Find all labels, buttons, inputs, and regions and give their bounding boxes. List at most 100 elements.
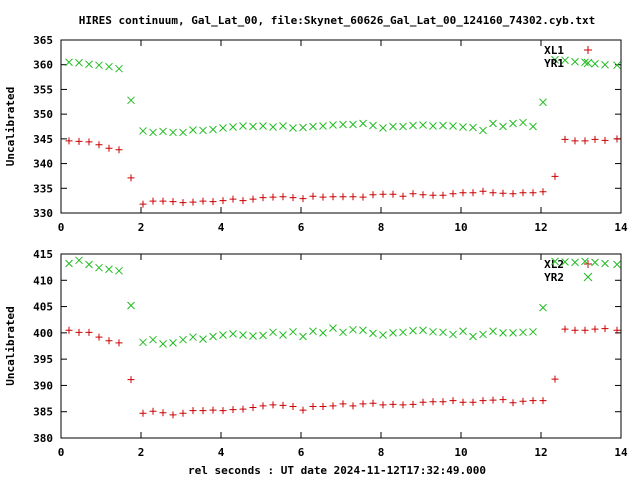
data-point [269, 328, 277, 337]
x-tick-label: 14 [614, 221, 628, 234]
y-tick-label: 380 [33, 432, 53, 445]
data-point [239, 331, 247, 339]
data-point [551, 257, 559, 266]
chart-panel-top: 0 2 4 6 8 10 12 14 330 335 340 345 350 355 360 365 Uncal… [4, 34, 628, 234]
data-point [329, 121, 337, 129]
data-point [561, 325, 569, 333]
data-point [519, 328, 527, 337]
data-point [85, 328, 93, 336]
data-point [519, 118, 527, 127]
data-point [369, 191, 377, 199]
data-point [359, 193, 367, 201]
data-point [571, 137, 579, 145]
data-point [489, 119, 497, 128]
data-point [299, 123, 307, 132]
data-point [409, 326, 417, 335]
data-point [159, 127, 167, 136]
data-point [105, 265, 113, 274]
y-axis-label: Uncalibrated [4, 87, 17, 166]
data-point [199, 407, 207, 415]
y-tick-label: 365 [33, 34, 53, 47]
data-point [149, 335, 157, 344]
data-point [439, 121, 447, 130]
data-point [561, 135, 569, 143]
x-tick-label: 12 [534, 446, 547, 459]
data-point [419, 326, 427, 335]
x-tick-label: 8 [378, 221, 385, 234]
legend-label: YR1 [544, 57, 564, 70]
data-point [149, 197, 157, 205]
data-point [469, 189, 477, 197]
data-point [399, 401, 407, 409]
data-point [499, 122, 507, 131]
y-tick-label: 415 [33, 248, 53, 261]
data-point [219, 407, 227, 415]
data-point [259, 194, 267, 202]
data-point [479, 330, 487, 339]
x-tick-label: 8 [378, 446, 385, 459]
data-point [289, 402, 297, 410]
data-point [359, 326, 367, 335]
data-point [127, 376, 135, 384]
data-point [279, 193, 287, 201]
series-xl1 [65, 135, 621, 208]
data-point [239, 122, 247, 130]
data-point [169, 128, 177, 137]
data-point [319, 329, 327, 337]
data-point [219, 197, 227, 205]
data-point [85, 260, 93, 269]
data-point [229, 195, 237, 203]
data-point [169, 198, 177, 206]
data-point [349, 325, 357, 334]
data-point [429, 122, 437, 130]
data-point [139, 409, 147, 417]
data-point [299, 332, 307, 341]
data-point [95, 61, 103, 70]
data-point [429, 327, 437, 336]
data-point [105, 62, 113, 71]
data-point [189, 407, 197, 415]
data-point [479, 397, 487, 405]
data-point [399, 122, 407, 131]
data-point [179, 409, 187, 417]
data-point [551, 172, 559, 180]
data-point [229, 123, 237, 131]
data-point [581, 257, 589, 266]
data-point [479, 126, 487, 135]
data-point [115, 146, 123, 154]
data-point [289, 194, 297, 202]
data-point [85, 138, 93, 146]
data-point [551, 55, 559, 64]
data-point [591, 258, 599, 267]
data-point [499, 329, 507, 337]
data-point [339, 193, 347, 201]
legend-label: YR2 [544, 271, 564, 284]
y-tick-label: 385 [33, 406, 53, 419]
data-point [249, 122, 257, 131]
x-tick-label: 4 [218, 446, 225, 459]
data-point [369, 121, 377, 130]
data-point [379, 401, 387, 409]
data-point [529, 189, 537, 197]
data-point [439, 328, 447, 337]
data-point [389, 400, 397, 408]
legend-marker [583, 272, 593, 282]
data-point [539, 397, 547, 405]
data-point [571, 258, 579, 267]
data-point [601, 60, 609, 69]
data-point [309, 327, 317, 336]
data-point [601, 136, 609, 144]
data-point [209, 332, 217, 341]
data-point [189, 126, 197, 134]
data-point [329, 402, 337, 410]
data-point [409, 190, 417, 198]
data-point [239, 197, 247, 205]
data-point [459, 327, 467, 336]
data-point [259, 331, 267, 340]
data-point [601, 325, 609, 333]
data-point [299, 406, 307, 414]
y-tick-label: 355 [33, 83, 53, 96]
data-point [429, 398, 437, 406]
data-point [519, 189, 527, 197]
